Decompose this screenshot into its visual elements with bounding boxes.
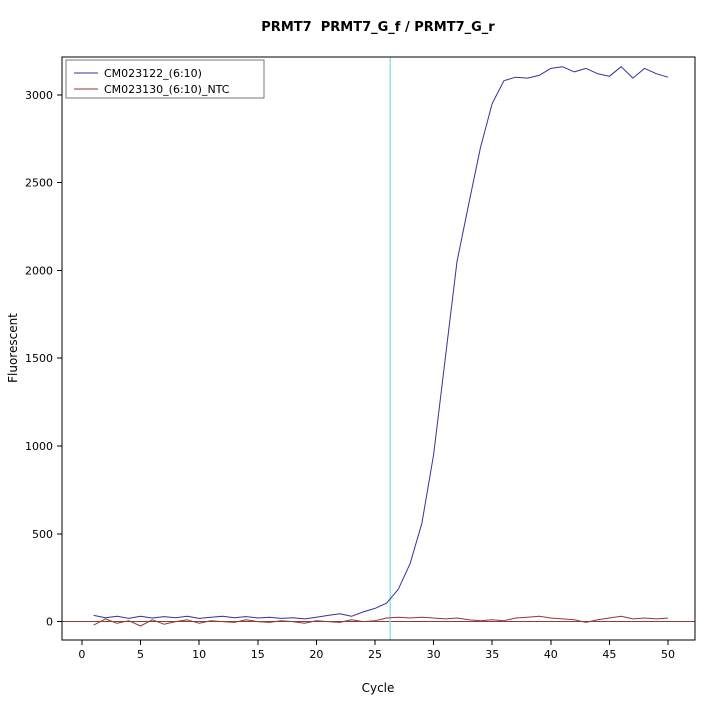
x-axis-label: Cycle [362, 681, 395, 695]
y-axis-label: Fluorescent [6, 313, 20, 383]
x-tick-label: 10 [192, 648, 206, 661]
y-tick-label: 3000 [25, 89, 53, 102]
plot-box [61, 56, 696, 641]
x-tick-label: 30 [427, 648, 441, 661]
x-tick-label: 35 [485, 648, 499, 661]
x-tick-label: 20 [309, 648, 323, 661]
series-line-1 [93, 615, 669, 627]
x-tick-label: 40 [544, 648, 558, 661]
y-tick-label: 500 [32, 528, 53, 541]
x-tick-label: 15 [251, 648, 265, 661]
legend: CM023122_(6:10) CM023130_(6:10)_NTC [65, 59, 265, 99]
y-tick-label: 2000 [25, 264, 53, 277]
x-tick-label: 45 [602, 648, 616, 661]
chart-title: PRMT7 PRMT7_G_f / PRMT7_G_r [261, 20, 495, 35]
plot-area: 0 5 10 15 20 25 30 35 40 45 5005001000150020002500… [25, 56, 696, 661]
x-tick-label: 25 [368, 648, 382, 661]
legend-box [65, 59, 265, 99]
y-tick-label: 2500 [25, 177, 53, 190]
x-tick-label: 5 [137, 648, 144, 661]
y-tick-label: 0 [46, 616, 53, 629]
x-tick-label: 50 [661, 648, 675, 661]
legend-item-sample: CM023122_(6:10) [74, 67, 202, 80]
legend-label-ntc: CM023130_(6:10)_NTC [104, 83, 230, 96]
series-line-0 [93, 66, 669, 620]
y-tick-label: 1000 [25, 440, 53, 453]
legend-item-ntc: CM023130_(6:10)_NTC [74, 83, 230, 96]
y-tick-label: 1500 [25, 352, 53, 365]
legend-label-sample: CM023122_(6:10) [104, 67, 202, 80]
x-tick-label: 0 [78, 648, 85, 661]
